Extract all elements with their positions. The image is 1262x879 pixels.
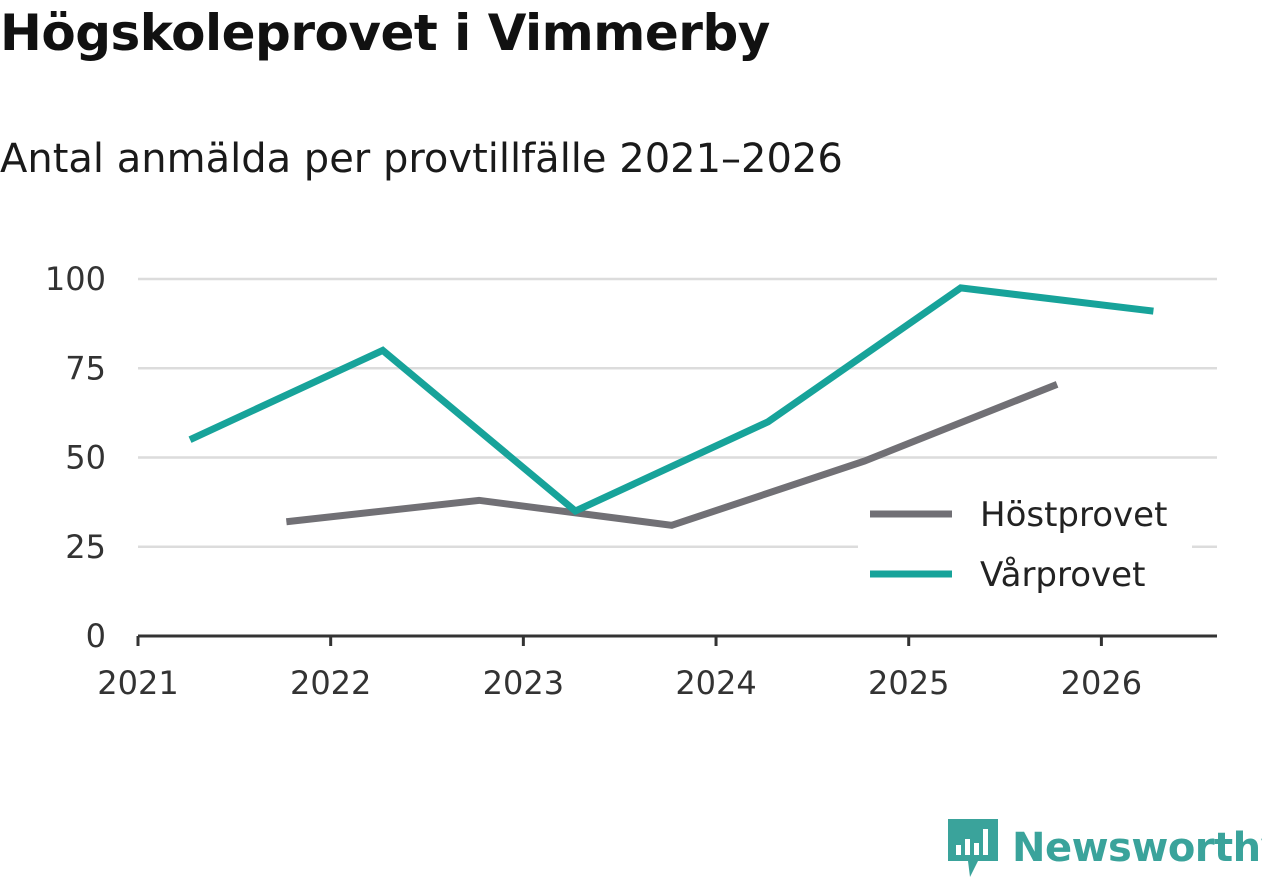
legend: Höstprovet Vårprovet [858, 486, 1192, 604]
page-title: Högskoleprovet i Vimmerby [0, 4, 770, 62]
y-tick-label: 100 [45, 260, 106, 298]
x-tick-label: 2022 [290, 664, 371, 702]
legend-label: Höstprovet [980, 495, 1167, 535]
y-tick-label: 50 [65, 439, 106, 477]
axes: 0 25 50 75 100 2021 2022 2023 2024 2025 2026 [45, 260, 1217, 702]
y-tick-label: 25 [65, 528, 106, 566]
newsworthy-logo: Newsworthy [948, 818, 1262, 878]
y-tick-label: 0 [86, 617, 106, 655]
brand-name: Newsworthy [1012, 825, 1262, 871]
bar-chart-icon [948, 819, 998, 877]
x-tick-label: 2026 [1061, 664, 1142, 702]
x-tick-label: 2023 [483, 664, 564, 702]
chart-subtitle: Antal anmälda per provtillfälle 2021–202… [0, 136, 843, 182]
series-lines [188, 284, 1154, 529]
legend-label: Vårprovet [980, 555, 1145, 595]
y-tick-label: 75 [65, 349, 106, 387]
x-tick-label: 2024 [675, 664, 756, 702]
series-line-v-rprovet [188, 284, 1154, 516]
legend-background [858, 486, 1192, 604]
x-tick-label: 2025 [868, 664, 949, 702]
x-tick-label: 2021 [97, 664, 178, 702]
